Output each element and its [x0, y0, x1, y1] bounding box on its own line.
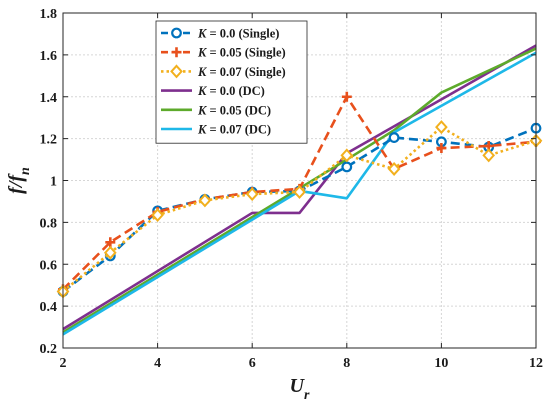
legend-item: K = 0.05 (Single): [161, 46, 286, 60]
series-3: [56, 120, 543, 299]
data-point: [151, 208, 164, 223]
y-tick-label: 1.2: [40, 133, 58, 148]
data-point: [388, 132, 400, 143]
x-tick-label: 6: [249, 356, 256, 371]
series-line: [62, 47, 537, 334]
series-line: [62, 126, 537, 293]
series-6: [62, 51, 537, 336]
x-tick-label: 10: [434, 356, 448, 371]
data-point: [341, 91, 352, 102]
data-point: [171, 27, 182, 39]
y-tick-label: 0.6: [40, 258, 58, 273]
x-tick-label: 8: [343, 356, 350, 371]
data-point: [105, 237, 116, 248]
data-point: [293, 185, 306, 200]
y-tick-label: 1.8: [40, 7, 58, 22]
series-line: [62, 125, 537, 293]
y-tick-label: 0.4: [40, 300, 58, 315]
data-point: [170, 64, 183, 79]
data-point: [482, 148, 496, 163]
legend-label: K = 0.05 (Single): [197, 46, 286, 60]
data-point: [245, 187, 259, 202]
data-point: [387, 161, 401, 176]
x-tick-label: 12: [529, 356, 543, 371]
legend-box: [155, 20, 308, 144]
legend-label: K = 0.05 (DC): [197, 103, 271, 117]
legend-label: K = 0.0 (DC): [197, 84, 265, 98]
legend-item: K = 0.07 (DC): [161, 123, 271, 137]
y-tick-label: 0.2: [40, 342, 58, 357]
legend-label: K = 0.07 (DC): [197, 123, 271, 137]
y-tick-label: 1.6: [40, 49, 58, 64]
axis-ticks: 2 4 6 8 10 12 0.2 0.4 0.6 0.8 1 1.2 1.4 1.6 1.8: [40, 7, 544, 371]
data-point: [171, 47, 182, 58]
data-point: [198, 193, 212, 208]
x-tick-label: 4: [154, 356, 161, 371]
legend-label: K = 0.07 (Single): [197, 65, 286, 79]
series-5: [62, 47, 537, 334]
data-point: [341, 161, 353, 173]
legend-item: K = 0.05 (DC): [161, 103, 271, 117]
legend-item: K = 0.07 (Single): [161, 64, 286, 79]
legend-label: K = 0.0 (Single): [197, 27, 279, 41]
series-lines: [56, 44, 543, 336]
y-tick-label: 1: [50, 175, 57, 190]
y-axis-label: f/fn: [5, 167, 33, 194]
x-axis-label: Ur: [290, 375, 310, 403]
series-1: [57, 122, 542, 297]
data-point: [103, 245, 117, 260]
data-point: [435, 120, 448, 135]
x-tick-label: 2: [60, 356, 67, 371]
legend-item: K = 0.0 (Single): [161, 27, 279, 41]
legend: K = 0.0 (Single) K = 0.05 (Single) K = 0.0…: [155, 20, 308, 144]
data-point: [340, 148, 354, 163]
data-point: [436, 143, 447, 154]
y-tick-label: 1.4: [40, 91, 58, 106]
series-line: [62, 51, 537, 336]
legend-item: K = 0.0 (DC): [161, 84, 265, 98]
y-tick-label: 0.8: [40, 216, 58, 231]
